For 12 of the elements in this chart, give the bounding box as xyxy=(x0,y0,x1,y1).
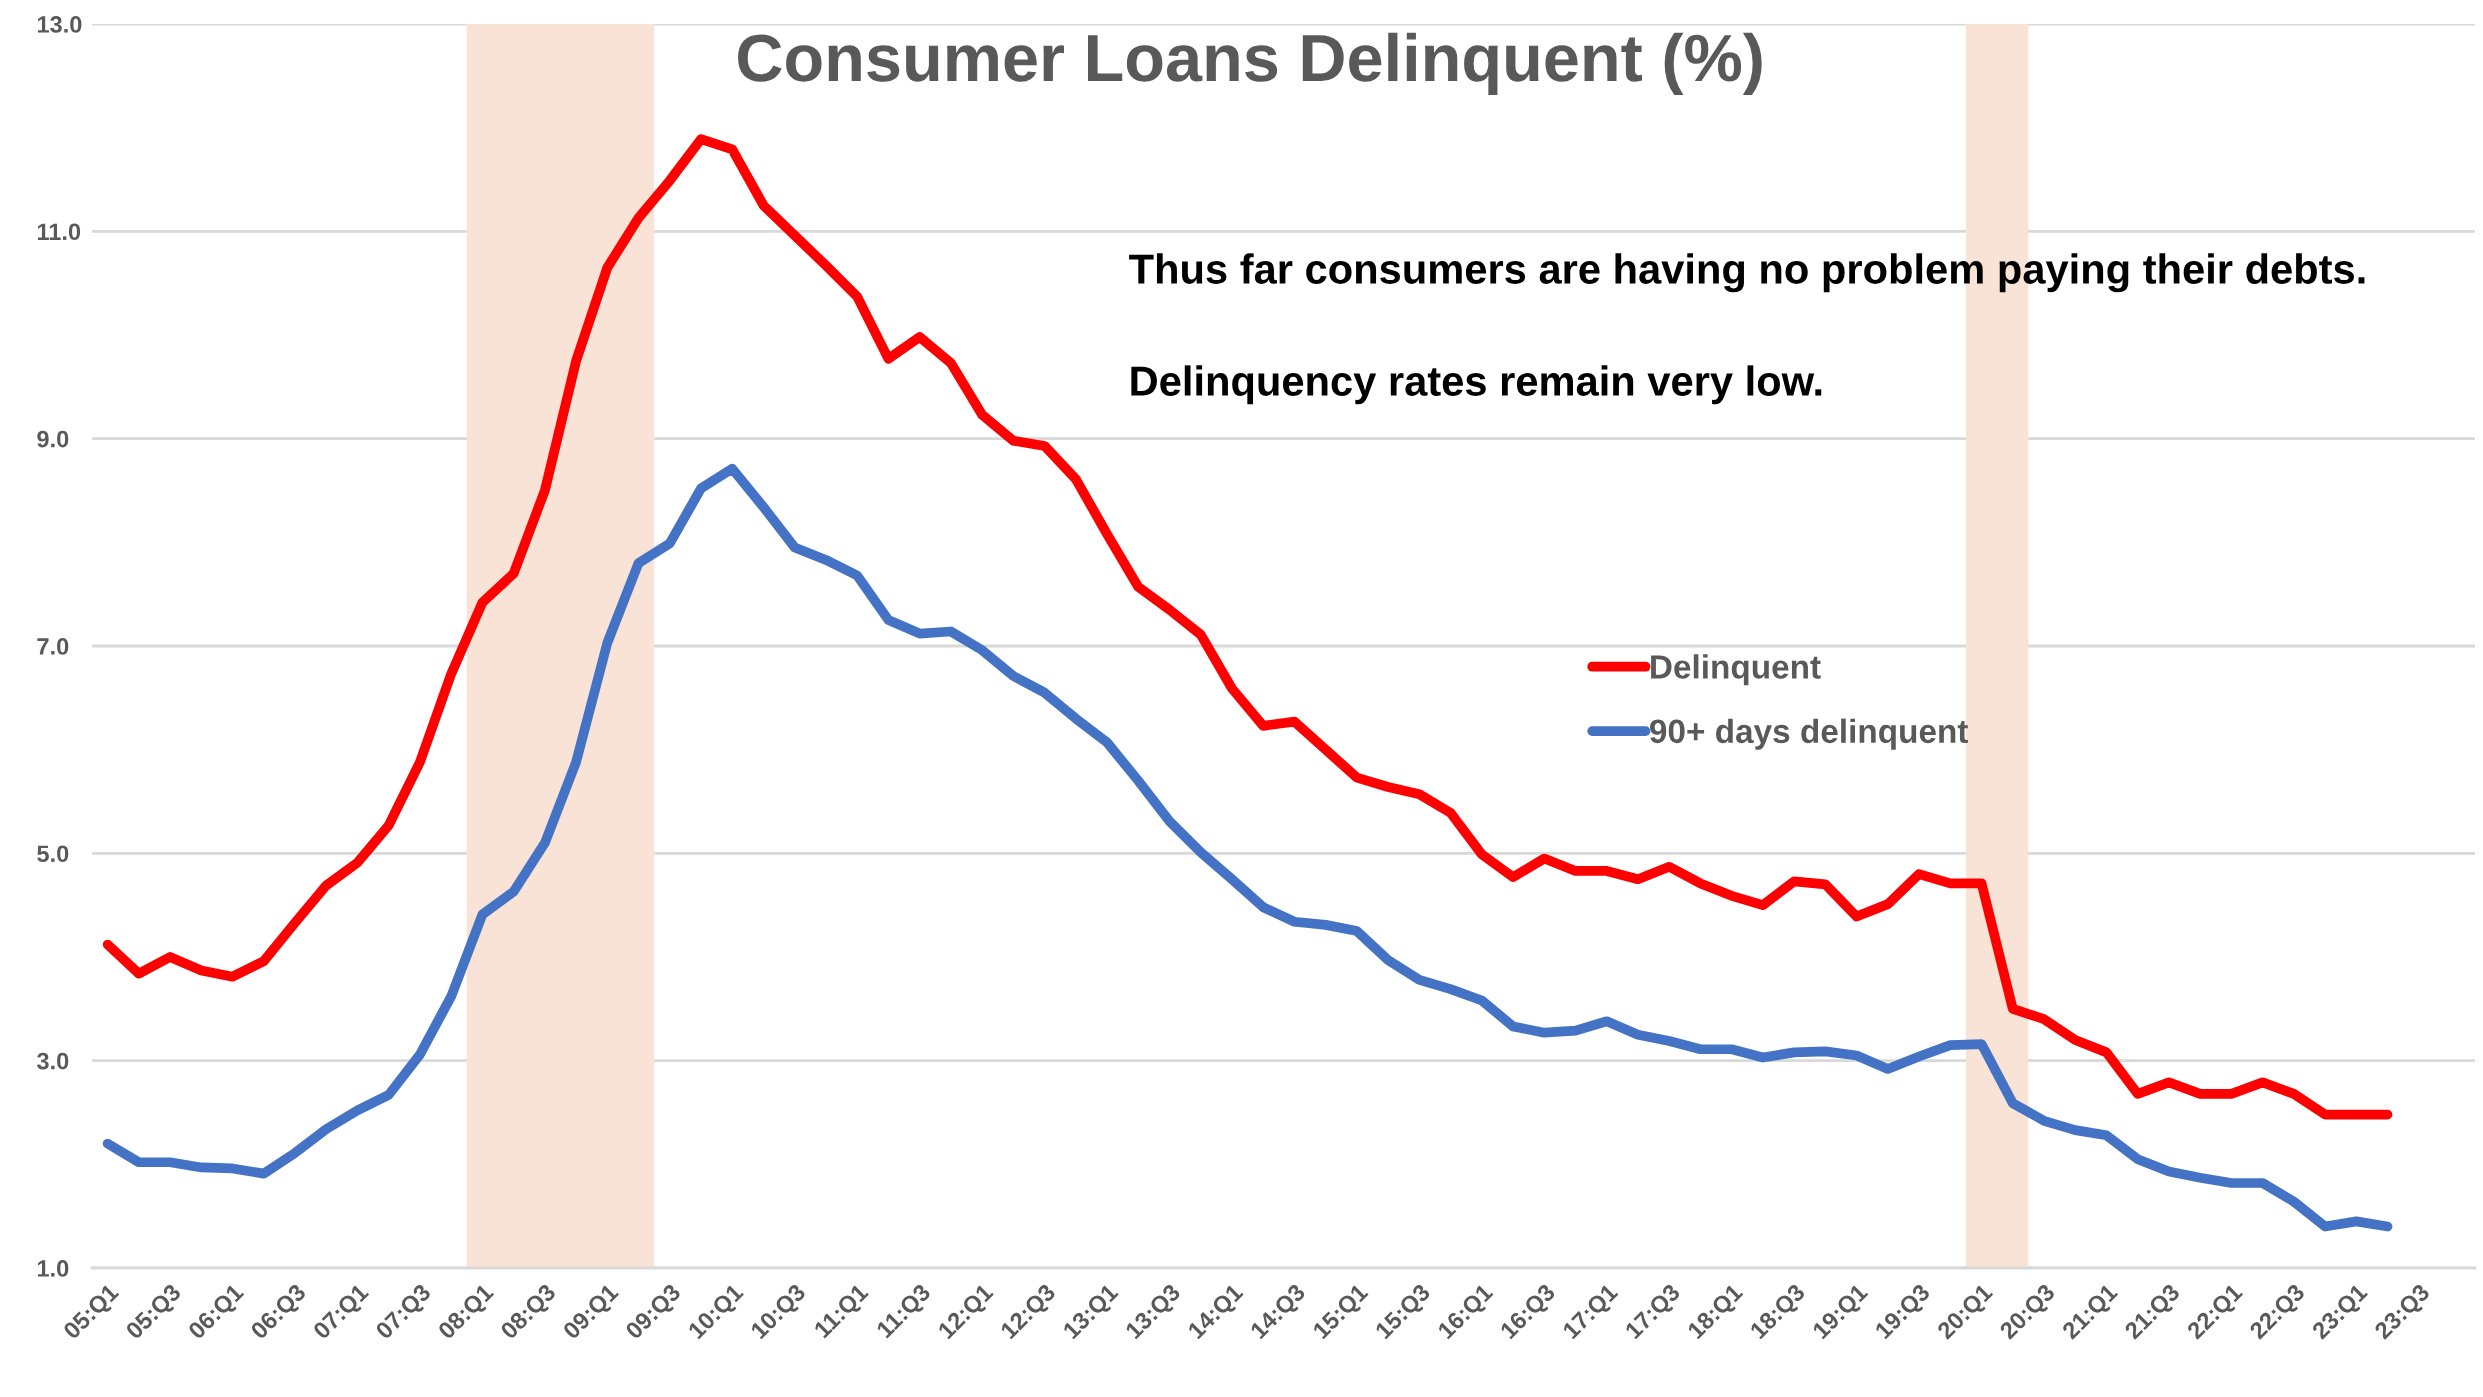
y-tick-label: 9.0 xyxy=(37,430,69,448)
legend-label: 90+ days delinquent xyxy=(1650,718,1969,750)
y-tick-label: 3.0 xyxy=(36,1052,69,1070)
annotation: Thus far consumers are having no problem paying their debts. xyxy=(1129,253,2365,293)
chart-title: Consumer Loans Delinquent (%) xyxy=(738,32,1762,95)
y-tick-label: 7.0 xyxy=(37,638,69,655)
y-tick-label: 13.0 xyxy=(37,16,82,33)
y-tick-label: 11.0 xyxy=(37,223,81,241)
annotation: Delinquency rates remain very low. xyxy=(1131,365,1822,405)
y-tick-label: 1.0 xyxy=(37,1260,69,1277)
legend-label: Delinquent xyxy=(1651,654,1821,686)
y-tick-label: 5.0 xyxy=(37,845,69,863)
